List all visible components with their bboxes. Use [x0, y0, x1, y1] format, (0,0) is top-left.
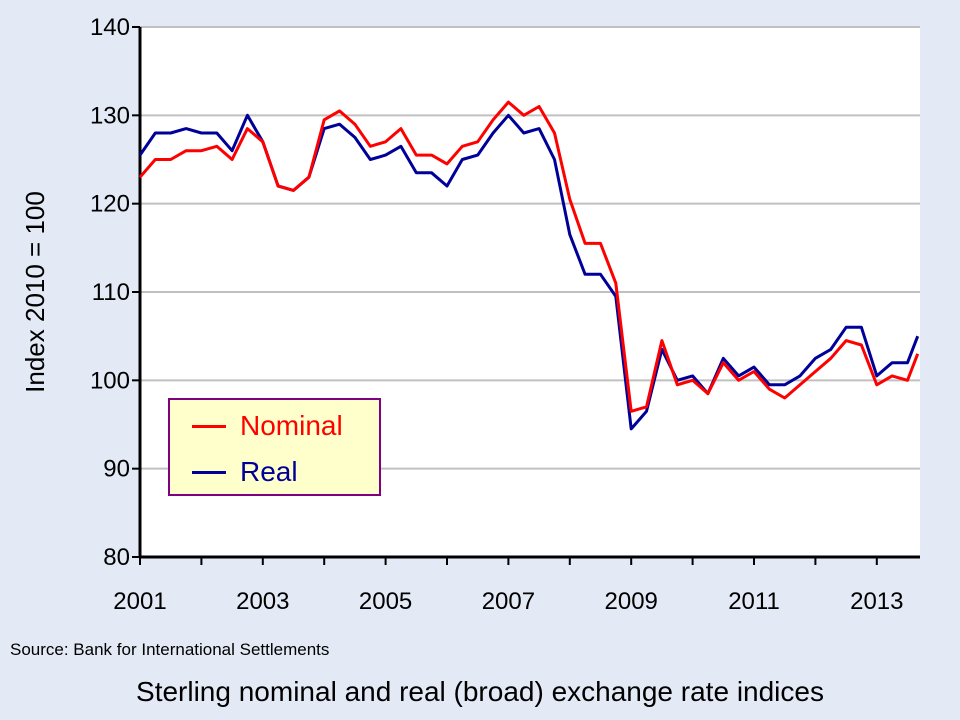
y-tick-label: 120 [90, 191, 130, 218]
legend: Nominal Real [168, 398, 381, 496]
x-tick-label: 2005 [359, 588, 412, 615]
x-tick-label: 2011 [728, 588, 780, 615]
source-note: Source: Bank for International Settlemen… [10, 640, 330, 659]
y-tick-label: 130 [90, 102, 130, 129]
series-line-nominal [138, 100, 920, 413]
y-tick-label: 110 [92, 279, 130, 306]
x-tick-label: 2007 [482, 588, 535, 615]
legend-label-real: Real [240, 456, 298, 487]
x-tick-label: 2001 [113, 588, 166, 615]
y-tick-label: 80 [103, 544, 130, 571]
legend-item-nominal: Nominal [192, 410, 343, 442]
y-axis-label: Index 2010 = 100 [20, 191, 50, 393]
legend-label-nominal: Nominal [240, 410, 343, 441]
x-tick-label: 2009 [605, 588, 658, 615]
x-tick-label: 2003 [236, 588, 289, 615]
chart-title: Sterling nominal and real (broad) exchan… [136, 676, 824, 707]
x-tick-label: 2013 [850, 588, 903, 615]
y-tick-label: 140 [90, 14, 130, 41]
y-tick-label: 100 [90, 367, 130, 394]
y-tick-label: 90 [103, 456, 130, 483]
legend-swatch-nominal [192, 424, 226, 428]
legend-swatch-real [192, 470, 226, 474]
legend-item-real: Real [192, 456, 298, 488]
